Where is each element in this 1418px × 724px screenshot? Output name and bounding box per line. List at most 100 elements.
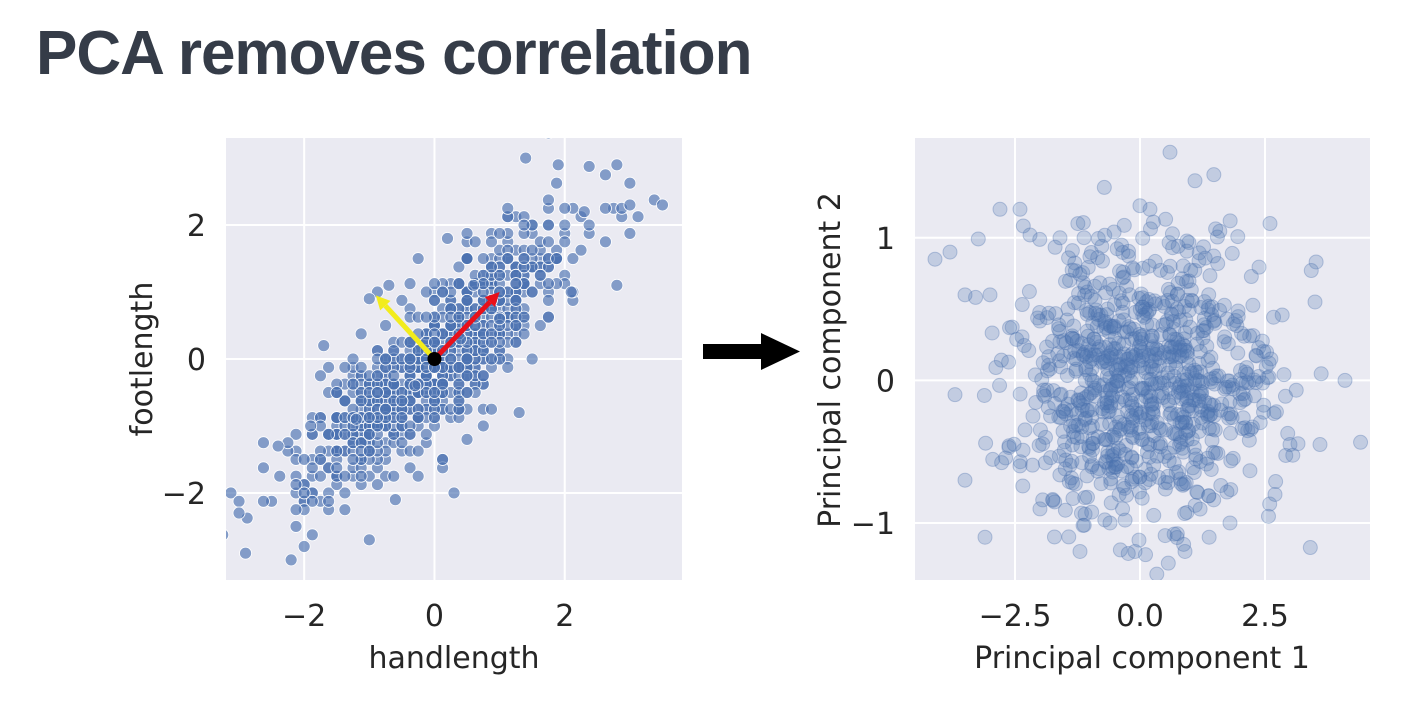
data-point (1099, 395, 1115, 411)
data-point (1070, 417, 1086, 433)
pc1-arrow (432, 300, 492, 361)
data-point (1238, 364, 1254, 380)
data-point (428, 294, 441, 307)
data-point (436, 453, 450, 466)
data-point (1102, 337, 1118, 353)
data-point (1077, 373, 1093, 389)
data-point (1166, 368, 1182, 384)
data-point (1243, 269, 1259, 285)
data-point (1169, 426, 1185, 442)
data-point (1150, 342, 1166, 358)
data-point (1176, 409, 1192, 425)
data-point (1200, 352, 1216, 368)
data-point (1112, 349, 1128, 365)
data-point (1108, 378, 1124, 394)
data-point (1090, 231, 1106, 247)
data-point (1243, 421, 1259, 437)
data-point (1181, 273, 1197, 289)
data-point (1058, 335, 1074, 351)
data-point (1088, 334, 1104, 350)
y-tick-label: 0 (187, 343, 206, 378)
data-point (1064, 243, 1080, 259)
data-point (525, 352, 539, 366)
data-point (551, 158, 565, 172)
data-point (1109, 373, 1125, 389)
data-point (1072, 266, 1088, 282)
data-point (1184, 365, 1200, 381)
data-point (1131, 326, 1147, 342)
data-point (1032, 501, 1048, 517)
data-point (1151, 469, 1167, 485)
data-point (1197, 250, 1213, 266)
data-point (1062, 457, 1078, 473)
data-point (1207, 315, 1223, 331)
data-point (1141, 449, 1157, 465)
data-point (232, 494, 246, 508)
data-point (1111, 285, 1127, 301)
data-point (1124, 449, 1140, 465)
data-point (1112, 422, 1128, 438)
data-point (1046, 529, 1062, 545)
data-point (1240, 423, 1256, 439)
data-point (1123, 460, 1139, 476)
data-point (1145, 404, 1161, 420)
scatter-chart-original: −2 0 2 −2 0 2 handlength footlength (125, 138, 682, 676)
data-point (338, 427, 352, 441)
data-point (379, 402, 393, 416)
data-point (1204, 307, 1220, 323)
data-point (1108, 459, 1124, 475)
data-point (1100, 301, 1116, 317)
data-point (1009, 331, 1025, 347)
data-point (1195, 375, 1211, 391)
data-point (1097, 227, 1113, 243)
data-point (1268, 404, 1284, 420)
data-point (1099, 368, 1115, 384)
data-point (314, 453, 327, 466)
data-point (509, 277, 523, 291)
data-point (1135, 308, 1151, 324)
data-point (1075, 265, 1091, 281)
data-point (1190, 372, 1206, 388)
data-point (1075, 517, 1091, 533)
data-point (1052, 387, 1068, 403)
data-point (1132, 469, 1148, 485)
data-point (1122, 422, 1138, 438)
data-point (1066, 350, 1082, 366)
data-point (1178, 392, 1194, 408)
data-point (1077, 344, 1093, 360)
data-point (1116, 324, 1132, 340)
data-point (1067, 476, 1083, 492)
data-point (1052, 230, 1068, 246)
data-point (1149, 448, 1165, 464)
data-point (1115, 478, 1131, 494)
data-point (1133, 286, 1149, 302)
x-tick-label: 0.0 (1116, 599, 1164, 634)
data-point (1184, 292, 1200, 308)
data-point (1177, 414, 1193, 430)
data-point (1206, 167, 1222, 183)
data-point (452, 310, 466, 324)
data-point (1261, 369, 1277, 385)
data-point (1196, 310, 1212, 326)
data-point (1174, 391, 1190, 407)
data-point (436, 285, 450, 299)
data-point (1174, 348, 1190, 364)
data-point (1171, 464, 1187, 480)
data-point (1136, 309, 1152, 325)
data-point (582, 218, 596, 232)
data-point (1308, 254, 1324, 270)
data-point (314, 469, 327, 483)
data-point (1012, 201, 1028, 217)
data-point (1201, 287, 1217, 303)
data-point (577, 205, 591, 219)
data-point (1084, 459, 1100, 475)
data-point (346, 453, 360, 466)
data-point (1248, 375, 1264, 391)
data-point (1192, 399, 1208, 415)
data-point (1210, 445, 1226, 461)
data-point (1233, 362, 1249, 378)
data-point (1192, 501, 1208, 517)
data-point (297, 486, 311, 500)
data-point (379, 319, 393, 332)
